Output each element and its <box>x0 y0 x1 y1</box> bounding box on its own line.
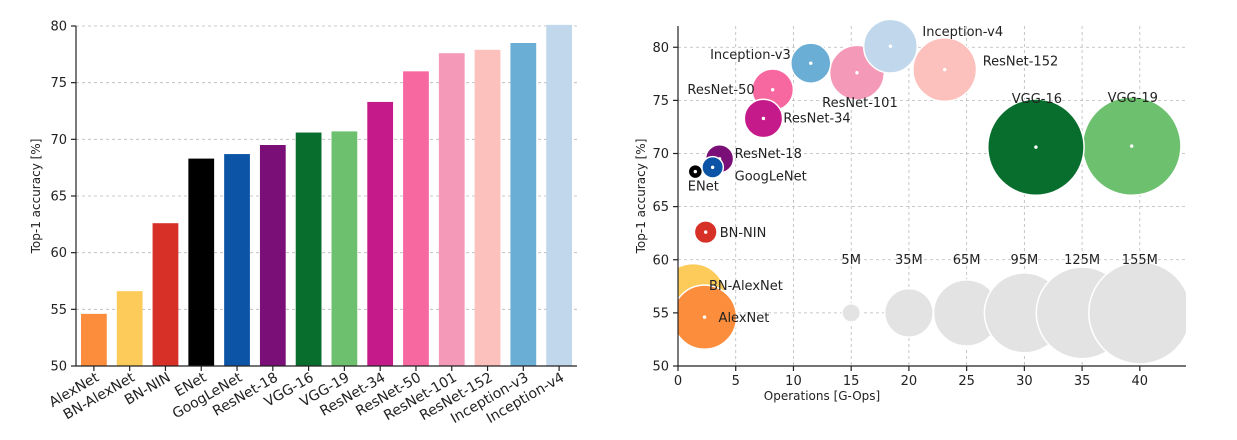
y-axis-label: Top-1 accuracy [%] <box>29 139 43 255</box>
point-label: BN-NIN <box>720 226 767 241</box>
y-tick-label: 75 <box>50 76 67 91</box>
size-legend-label: 35M <box>895 253 923 268</box>
point-label: ENet <box>688 180 719 195</box>
bubbles-layer <box>678 18 1186 365</box>
x-tick-label: 35 <box>1074 374 1091 389</box>
y-tick-label: 80 <box>652 41 669 56</box>
x-tick-label: 15 <box>843 374 860 389</box>
bar <box>224 154 250 366</box>
point-label: Inception-v4 <box>922 25 1003 40</box>
bubble-chart-ops-vs-accuracy: 0 5 10 15 20 25 30 35 40 50 55 60 65 70 75 80 AlexNet BN-… <box>634 18 1186 403</box>
point-label: ResNet-18 <box>735 147 802 162</box>
bar <box>403 71 429 366</box>
bubble-center <box>702 315 707 319</box>
bar <box>116 291 143 366</box>
bar <box>438 53 465 366</box>
bar <box>331 131 358 366</box>
bar <box>81 313 107 366</box>
point-label: GoogLeNet <box>735 169 807 184</box>
bubble-center <box>943 67 947 72</box>
x-tick-label: 10 <box>785 374 802 389</box>
bubble-center <box>693 169 698 174</box>
bar <box>295 132 322 366</box>
bar <box>510 43 537 366</box>
y-tick-label: 50 <box>50 360 67 375</box>
bar <box>546 24 572 366</box>
bubble-center <box>1034 145 1038 149</box>
point-label: AlexNet <box>719 311 770 326</box>
x-tick-label: 25 <box>958 374 975 389</box>
bubble-center <box>1130 144 1134 148</box>
size-legend-bubble <box>883 287 934 338</box>
y-tick-label: 60 <box>50 246 67 261</box>
size-legend-label: 65M <box>953 253 981 268</box>
size-legend-label: 95M <box>1010 253 1038 268</box>
y-tick-label: 75 <box>652 94 669 109</box>
point-label: VGG-19 <box>1108 91 1158 106</box>
point-label: ResNet-101 <box>822 96 898 111</box>
y-tick-label: 55 <box>652 306 669 321</box>
bubble-center <box>809 61 813 65</box>
x-tick-label: 40 <box>1132 374 1149 389</box>
bubble-center <box>770 88 775 92</box>
point-label: ResNet-50 <box>687 83 754 98</box>
bubble-center <box>710 165 715 170</box>
y-tick-label: 65 <box>50 190 67 205</box>
bubble-center <box>704 230 708 234</box>
size-legend-label: 5M <box>841 253 861 268</box>
y-tick-label: 55 <box>50 303 67 318</box>
bar <box>367 101 394 366</box>
size-legend-bubble <box>1088 261 1186 365</box>
y-tick-label: 70 <box>652 147 669 162</box>
y-tick-label: 70 <box>50 133 67 148</box>
y-tick-label: 50 <box>652 360 669 375</box>
bar-chart-accuracy: 50556065707580AlexNetBN-AlexNetBN-NINENe… <box>29 20 577 427</box>
point-label: ResNet-152 <box>983 55 1059 70</box>
bubble-center <box>888 44 893 48</box>
x-tick-label: 30 <box>1016 374 1033 389</box>
bar <box>259 145 286 366</box>
size-legend-label: 155M <box>1122 253 1158 268</box>
y-axis-label: Top-1 accuracy [%] <box>634 139 648 255</box>
point-label: VGG-16 <box>1012 92 1062 107</box>
point-label: Inception-v3 <box>710 48 791 63</box>
bubble-center <box>761 116 766 121</box>
bar <box>474 49 501 367</box>
x-tick-label: 0 <box>674 374 682 389</box>
size-legend-bubble <box>841 302 862 323</box>
bar <box>152 223 179 366</box>
y-tick-label: 80 <box>50 20 67 35</box>
size-legend-label: 125M <box>1064 253 1100 268</box>
bubble <box>678 284 738 350</box>
x-tick-label: 5 <box>732 374 740 389</box>
x-tick-label: 20 <box>901 374 918 389</box>
point-label: ResNet-34 <box>783 111 850 126</box>
y-tick-label: 65 <box>652 200 669 215</box>
x-axis-label: Operations [G-Ops] <box>764 389 880 403</box>
bubble-center <box>855 71 859 75</box>
y-tick-label: 60 <box>652 253 669 268</box>
point-label: BN-AlexNet <box>709 279 783 294</box>
bar <box>188 158 215 366</box>
